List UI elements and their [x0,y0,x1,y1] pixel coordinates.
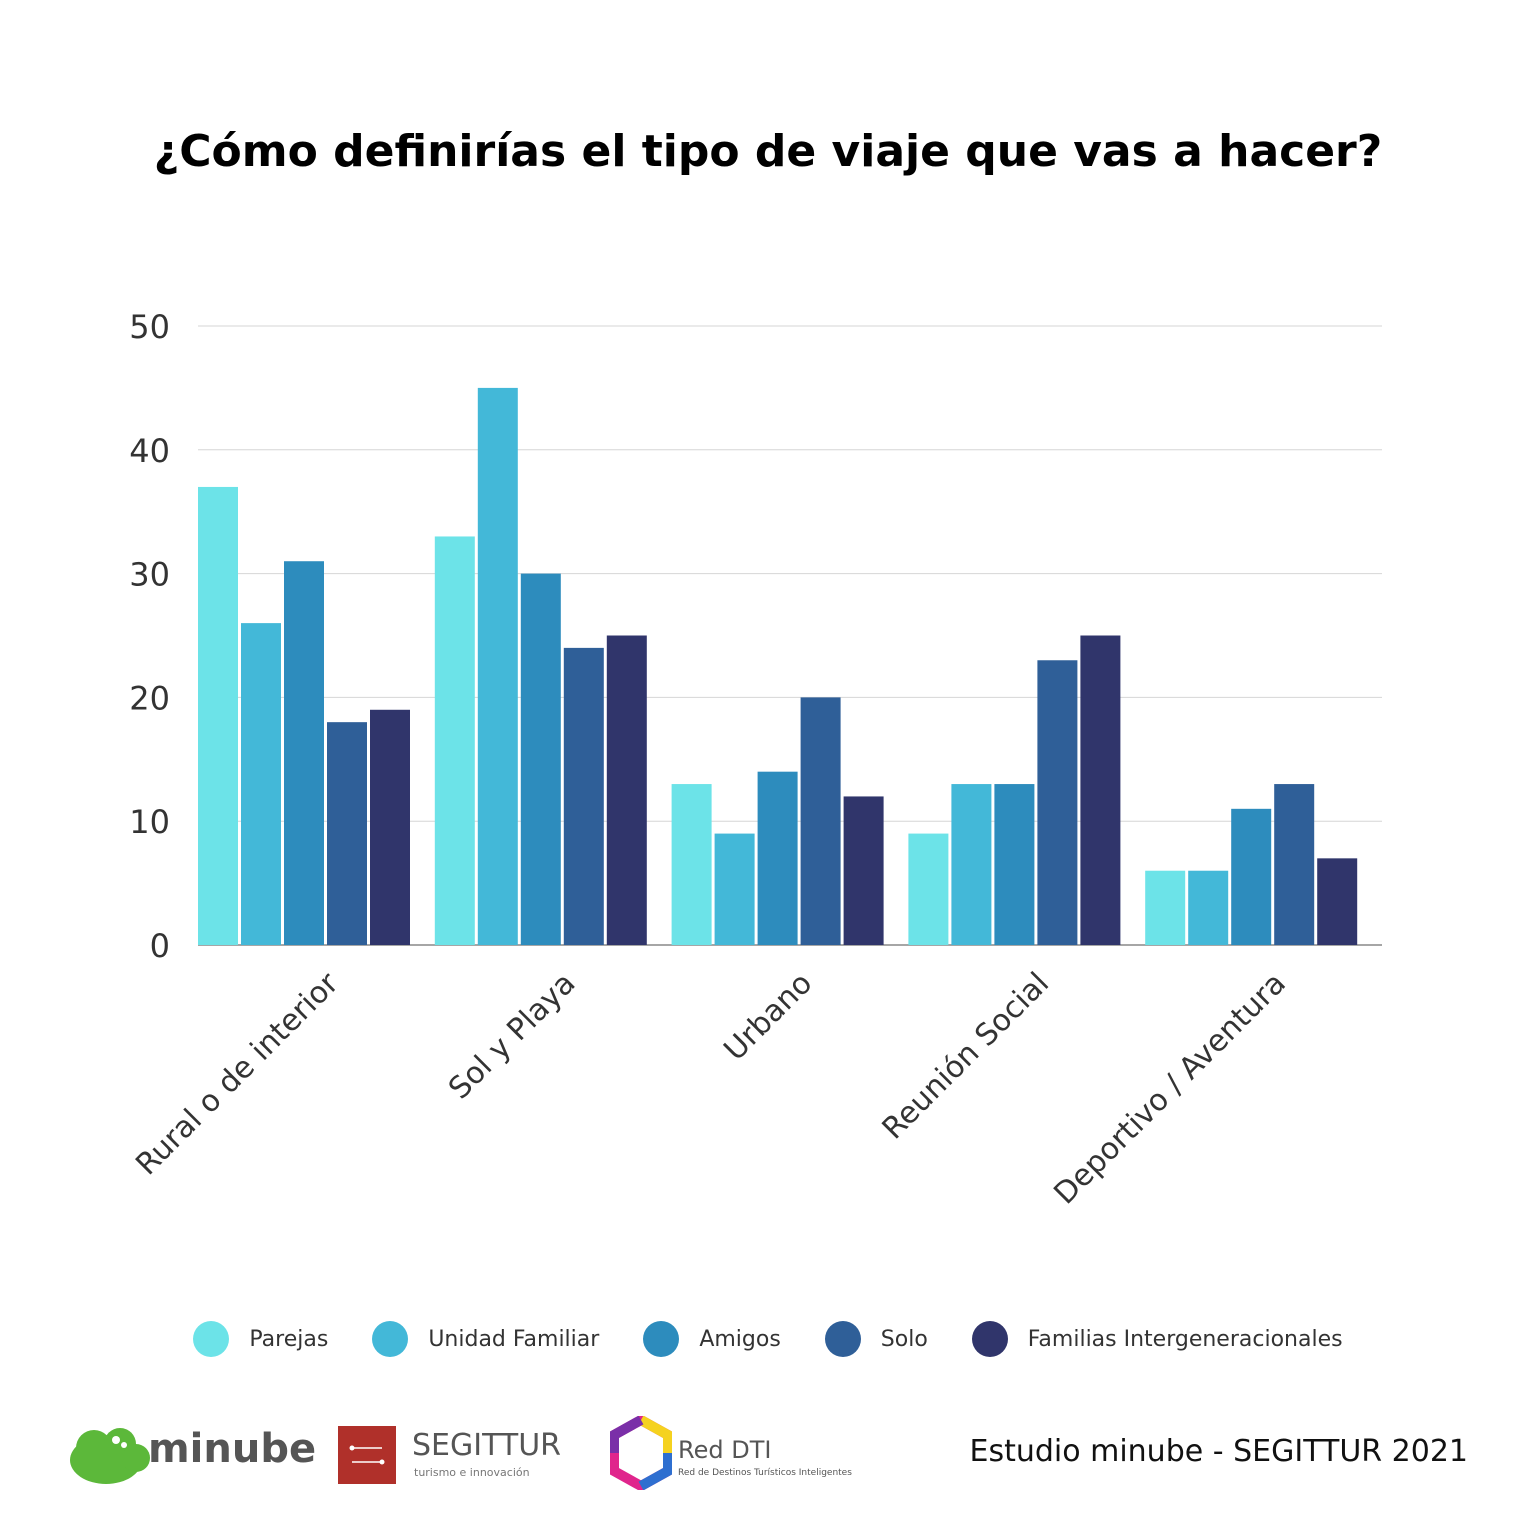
reddti-logo: Red DTI Red de Destinos Turísticos Intel… [609,1414,900,1492]
bar [327,722,367,945]
bar [198,486,238,945]
bar-chart: 0 10 20 30 40 50 Rural o de interior Sol y Pla… [129,308,1382,1211]
legend-label: Amigos [699,1326,781,1352]
legend-item: Amigos [643,1321,781,1357]
footer: minube SEGITTUR turismo e innovación Red… [0,1412,1536,1502]
segittur-logo: SEGITTUR turismo e innovación [338,1426,578,1488]
bar [370,709,410,945]
y-tick-label: 10 [129,803,170,841]
legend-item: Solo [824,1321,928,1357]
legend-label: Unidad Familiar [428,1326,600,1352]
bar [714,833,755,945]
reddti-logo-subtitle: Red de Destinos Turísticos Inteligentes [678,1468,852,1478]
segittur-logo-subtitle: turismo e innovación [414,1466,530,1479]
legend-swatch [643,1321,680,1357]
legend-label: Solo [880,1326,928,1352]
segittur-logo-text: SEGITTUR [412,1428,562,1463]
bar [1037,660,1078,945]
bar [1188,870,1229,945]
bar [843,796,884,945]
legend-label: Parejas [249,1326,329,1352]
segittur-mark-icon [338,1426,396,1484]
legend-swatch [824,1321,861,1357]
bar [520,573,561,945]
x-tick-label: Urbano [717,966,819,1068]
bar [241,623,281,945]
bar [1231,808,1272,945]
x-tick-label: Reunión Social [876,966,1056,1146]
bar [477,387,518,945]
footer-credit: Estudio minube - SEGITTUR 2021 [969,1434,1468,1469]
bar [800,697,841,945]
bar [1080,635,1121,945]
chart-title: ¿Cómo definirías el tipo de viaje que va… [153,126,1383,177]
chart-legend: Parejas Unidad Familiar Amigos Solo Familias… [0,1321,1536,1357]
bar [1317,858,1358,945]
x-tick-label: Sol y Playa [442,966,582,1106]
bar [434,536,475,945]
bar [671,784,712,945]
legend-item: Unidad Familiar [372,1321,599,1357]
minube-logo-text: minube [148,1426,317,1472]
y-tick-label: 50 [129,308,170,346]
bar [1274,784,1315,945]
bar [757,771,798,945]
y-tick-label: 30 [129,556,170,594]
bar [284,561,324,945]
y-tick-label: 20 [129,679,170,717]
y-tick-label: 40 [129,432,170,470]
reddti-logo-text: Red DTI [678,1436,772,1464]
x-tick-label: Deportivo / Aventura [1047,966,1292,1211]
y-tick-label: 0 [150,927,170,965]
bar [563,647,604,945]
legend-label: Familias Intergeneracionales [1027,1326,1343,1352]
legend-swatch [193,1321,230,1357]
bar [606,635,647,945]
x-tick-label: Rural o de interior [129,965,346,1182]
bar [908,833,949,945]
legend-item: Familias Intergeneracionales [971,1321,1343,1357]
minube-logo: minube [64,1418,316,1488]
bar [1145,870,1186,945]
legend-swatch [971,1321,1008,1357]
legend-swatch [372,1321,409,1357]
bar [994,784,1035,945]
cloud-icon [70,1428,150,1484]
bar [951,784,992,945]
hexagon-icon [609,1414,673,1492]
legend-item: Parejas [193,1321,328,1357]
